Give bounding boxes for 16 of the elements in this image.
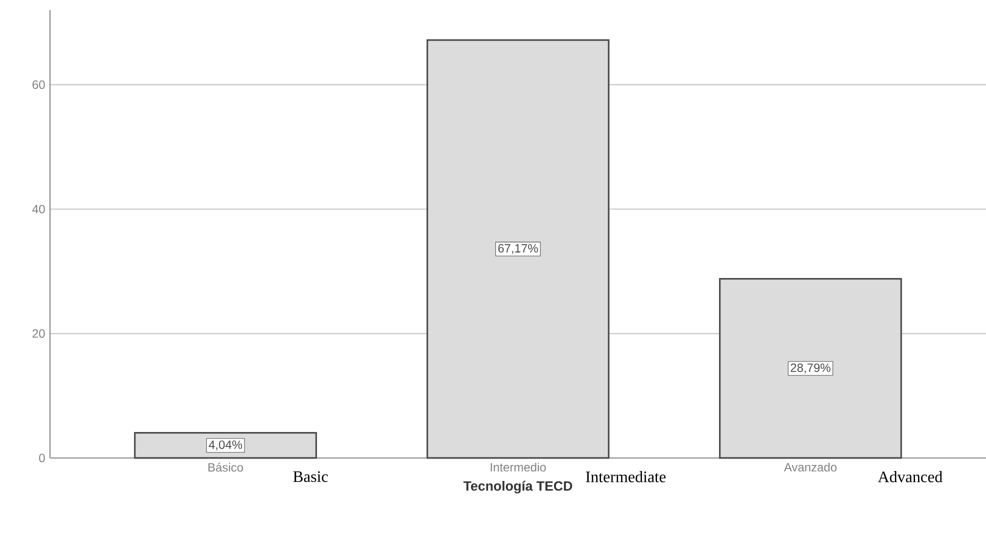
x-tick-label: Intermedio [490, 462, 546, 472]
text: Basic [293, 471, 328, 482]
y-tick-label: 0 [39, 454, 45, 462]
x-axis-title: Tecnología TECD [463, 480, 572, 494]
x-tick-label: Avanzado [784, 462, 837, 472]
y-tick-label: 40 [32, 204, 45, 214]
text: Intermediate [586, 471, 666, 482]
data-label: 28,79% [790, 363, 830, 374]
x-tick-label: Básico [208, 462, 244, 472]
data-label: 67,17% [498, 244, 538, 254]
y-tick-label: 20 [32, 329, 45, 338]
bar [426, 39, 610, 459]
y-tick-label: 60 [32, 80, 45, 89]
bar [719, 278, 902, 459]
text: Advanced [878, 471, 942, 482]
data-label: 4,04% [208, 440, 242, 450]
